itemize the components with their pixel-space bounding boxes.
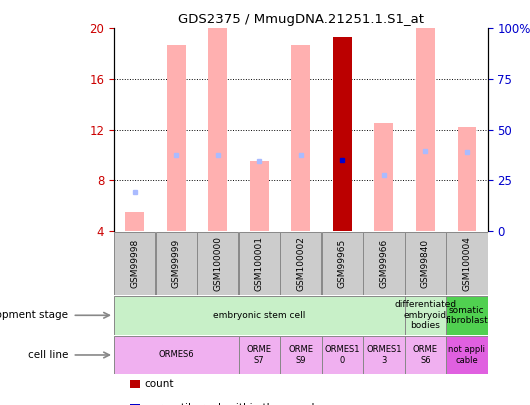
Text: ORMES6: ORMES6 bbox=[158, 350, 194, 360]
Text: ORME
S6: ORME S6 bbox=[413, 345, 438, 364]
Text: cell line: cell line bbox=[28, 350, 68, 360]
Text: ORME
S7: ORME S7 bbox=[247, 345, 272, 364]
Bar bbox=[292, 45, 310, 231]
Text: ORME
S9: ORME S9 bbox=[288, 345, 313, 364]
Bar bbox=[114, 232, 155, 295]
Text: embryonic stem cell: embryonic stem cell bbox=[213, 311, 305, 320]
Bar bbox=[446, 232, 488, 295]
Bar bbox=[333, 37, 351, 231]
Bar bbox=[416, 28, 435, 231]
Bar bbox=[238, 336, 280, 374]
Bar bbox=[208, 28, 227, 231]
Bar bbox=[404, 296, 446, 335]
Text: GSM100004: GSM100004 bbox=[462, 236, 471, 291]
Text: GSM99965: GSM99965 bbox=[338, 239, 347, 288]
Bar bbox=[114, 336, 238, 374]
Text: GSM99999: GSM99999 bbox=[172, 239, 181, 288]
Bar bbox=[404, 336, 446, 374]
Bar bbox=[322, 232, 363, 295]
Bar bbox=[280, 336, 322, 374]
Text: count: count bbox=[145, 379, 174, 389]
Text: GSM100001: GSM100001 bbox=[255, 236, 264, 291]
Bar bbox=[114, 296, 404, 335]
Bar bbox=[250, 161, 269, 231]
Bar bbox=[363, 232, 404, 295]
Bar bbox=[404, 232, 446, 295]
Text: differentiated
embryoid
bodies: differentiated embryoid bodies bbox=[394, 301, 456, 330]
Bar bbox=[457, 127, 476, 231]
Text: GSM100000: GSM100000 bbox=[213, 236, 222, 291]
Text: not appli
cable: not appli cable bbox=[448, 345, 485, 364]
Text: development stage: development stage bbox=[0, 310, 68, 320]
Bar bbox=[280, 232, 322, 295]
Bar bbox=[197, 232, 238, 295]
Bar bbox=[322, 336, 363, 374]
Bar bbox=[155, 232, 197, 295]
Bar bbox=[375, 123, 393, 231]
Bar bbox=[238, 232, 280, 295]
Bar bbox=[126, 212, 144, 231]
Title: GDS2375 / MmugDNA.21251.1.S1_at: GDS2375 / MmugDNA.21251.1.S1_at bbox=[178, 13, 424, 26]
Bar bbox=[446, 296, 488, 335]
Text: GSM99966: GSM99966 bbox=[379, 239, 388, 288]
Bar bbox=[167, 45, 185, 231]
Text: somatic
fibroblast: somatic fibroblast bbox=[446, 306, 488, 325]
Text: percentile rank within the sample: percentile rank within the sample bbox=[145, 403, 321, 405]
Text: GSM99840: GSM99840 bbox=[421, 239, 430, 288]
Text: ORMES1
3: ORMES1 3 bbox=[366, 345, 402, 364]
Text: ORMES1
0: ORMES1 0 bbox=[324, 345, 360, 364]
Bar bbox=[363, 336, 404, 374]
Text: GSM99998: GSM99998 bbox=[130, 239, 139, 288]
Bar bbox=[446, 336, 488, 374]
Text: GSM100002: GSM100002 bbox=[296, 236, 305, 291]
